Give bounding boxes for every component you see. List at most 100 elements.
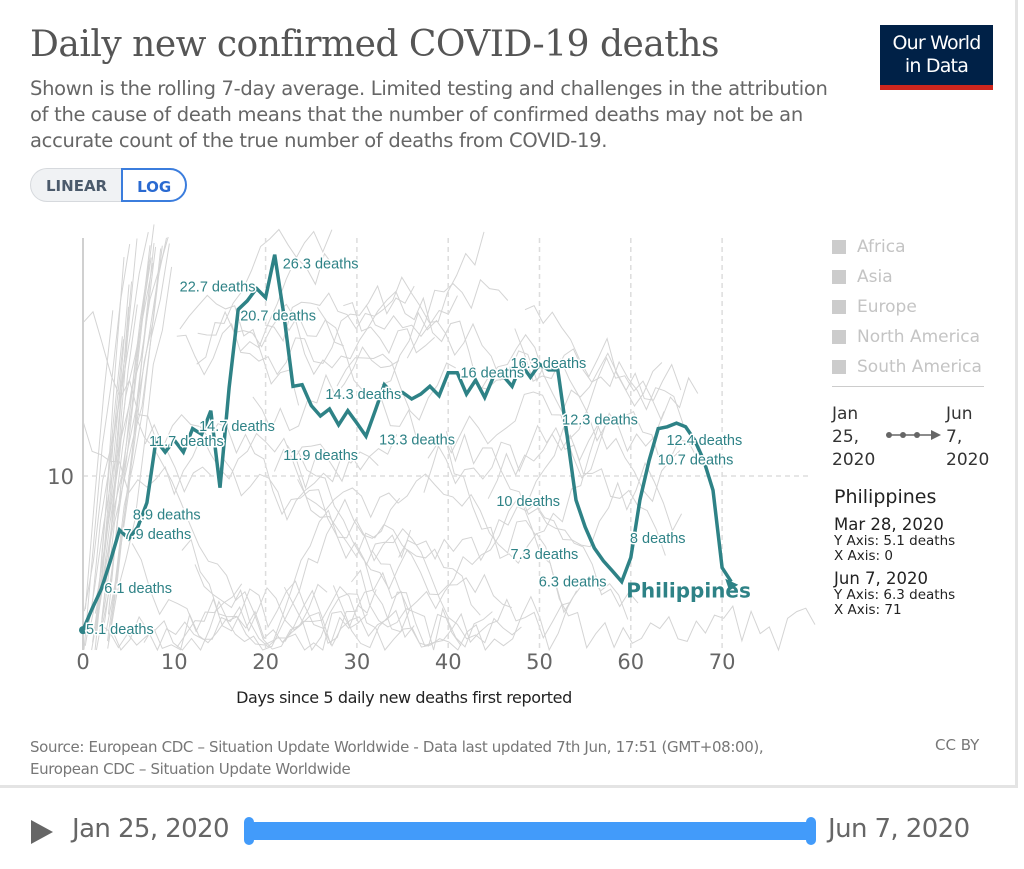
x-tick-label: 0 [76,650,89,674]
data-label: 11.9 deaths [283,448,358,464]
logo-line1: Our World [892,32,981,54]
background-country-line [423,356,699,493]
background-country-line [487,423,681,503]
timeline: Jan 25, 2020 Jun 7, 2020 [0,800,1024,869]
x-axis-ticks: 0 10 20 30 40 50 60 70 [76,650,735,674]
background-country-line [445,431,639,608]
series-end-label: Philippines [626,579,751,603]
data-label: 8.9 deaths [133,508,201,524]
info-start-block: Mar 28, 2020 Y Axis: 5.1 deaths X Axis: … [834,516,955,564]
legend-divider [832,386,984,387]
background-country-line [179,294,300,406]
timeline-start-handle[interactable] [244,817,254,845]
background-country-line [143,497,401,651]
background-country-line [284,589,377,646]
start-month: Jan [832,404,859,424]
background-country-line [222,451,379,522]
legend-label: Africa [857,237,906,257]
background-country-line [107,245,163,641]
background-country-line [297,424,600,554]
background-country-line [197,310,344,348]
series-end-arrow [725,578,739,591]
play-icon[interactable] [31,820,53,844]
legend-item-asia[interactable]: Asia [832,262,982,292]
timeline-end-handle[interactable] [806,817,816,845]
data-label: 26.3 deaths [283,257,359,273]
background-country-line [365,295,458,338]
background-country-line [252,346,400,432]
chart-subtitle: Shown is the rolling 7-day average. Limi… [30,77,828,152]
legend-swatch [832,270,846,284]
gridlines [83,238,810,650]
info-start-date: Mar 28, 2020 [834,515,944,534]
background-country-line [131,543,243,633]
data-label: 14.7 deaths [199,419,275,435]
background-country-line [297,450,481,616]
x-tick-label: 50 [526,650,553,674]
chart-frame [0,0,1018,788]
data-label: 13.3 deaths [379,433,455,449]
end-day: 7, [946,427,963,447]
background-country-line [107,266,173,649]
series-start-point [79,626,87,635]
background-country-line [83,244,131,650]
philippines-series: Philippines [79,254,751,635]
time-range-start: Jan 25, 2020 [832,403,892,472]
background-country-line [95,243,170,651]
background-country-line [273,448,512,609]
info-end-x: X Axis: 71 [834,602,902,618]
background-country-line [240,229,333,352]
arrow-connector-icon [886,430,941,440]
linear-scale-button[interactable]: LINEAR [30,168,122,202]
time-range-end: Jun 7, 2020 [946,403,1006,472]
data-label: 7.9 deaths [124,527,192,543]
end-month: Jun [946,404,973,424]
background-country-line [99,509,412,651]
background-country-line [103,245,151,624]
data-label: 6.1 deaths [104,581,172,597]
chart-plot: 10 0 10 20 30 40 50 60 70 Philippines 5.1 death… [47,224,816,707]
background-country-line [524,305,663,407]
background-country-line [332,585,571,649]
legend-item-africa[interactable]: Africa [832,232,982,262]
timeline-track[interactable] [248,822,814,840]
background-country-line [84,260,150,646]
legend-item-north-america[interactable]: North America [832,322,982,352]
x-tick-label: 20 [252,650,279,674]
logo-line2: in Data [904,55,969,77]
data-label: 10.7 deaths [658,453,734,469]
info-end-block: Jun 7, 2020 Y Axis: 6.3 deaths X Axis: 7… [834,570,955,618]
background-country-line [90,238,138,613]
background-country-line [264,231,485,343]
log-scale-button[interactable]: LOG [121,168,188,202]
info-start-x: X Axis: 0 [834,548,893,564]
background-country-line [176,284,415,376]
y-axis-ticks: 10 [47,465,74,489]
legend-item-south-america[interactable]: South America [832,352,982,382]
owid-logo[interactable]: Our World in Data [880,25,993,90]
data-labels: 5.1 deaths 6.1 deaths 7.9 deaths 8.9 deaths… [85,255,744,639]
background-country-line [371,411,665,611]
background-country-line [427,424,666,556]
background-country-line [365,527,522,644]
timeline-end-label: Jun 7, 2020 [828,814,970,844]
chart-title: Daily new confirmed COVID-19 deaths [30,24,719,65]
legend-item-europe[interactable]: Europe [832,292,982,322]
x-axis-label: Days since 5 daily new deaths first repo… [236,688,572,707]
legend-swatch [832,300,846,314]
data-label: 10 deaths [496,494,560,510]
background-country-line [82,420,339,496]
data-label: 16.3 deaths [511,356,587,372]
background-country-line [111,585,368,652]
background-country-line [83,310,213,493]
legend-label: Asia [857,267,893,287]
data-label: 12.4 deaths [666,433,742,449]
data-label: 8 deaths [630,531,686,547]
legend-swatch [832,240,846,254]
background-country-line [92,284,130,643]
data-label: 22.7 deaths [180,279,256,295]
data-label: 11.7 deaths [149,434,224,450]
info-start-y: Y Axis: 5.1 deaths [834,533,956,549]
license-link[interactable]: CC BY [935,736,980,754]
info-country: Philippines [834,486,937,508]
